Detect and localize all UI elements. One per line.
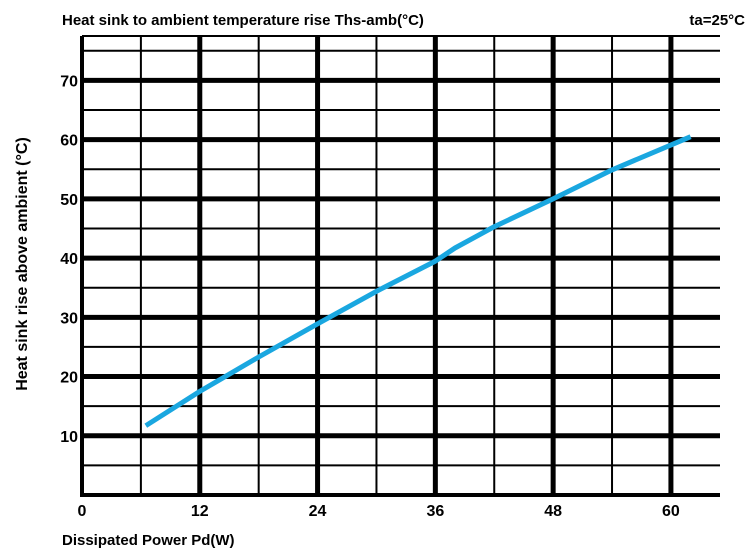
x-tick-label: 12 (191, 503, 209, 520)
plot-area: 10 20 30 40 50 60 70 0 12 24 36 48 60 (60, 35, 720, 520)
y-tick-label: 30 (60, 310, 78, 327)
x-tick-label: 24 (309, 503, 327, 520)
chart-title: Heat sink to ambient temperature rise Th… (62, 12, 424, 29)
y-tick-label: 70 (60, 73, 78, 90)
y-tick-label: 20 (60, 370, 78, 387)
x-axis-label: Dissipated Power Pd(W) (62, 532, 235, 549)
series-line (144, 134, 692, 428)
x-tick-label: 48 (544, 503, 562, 520)
y-tick-label: 50 (60, 192, 78, 209)
x-tick-label: 0 (78, 503, 87, 520)
x-tick-label: 60 (662, 503, 680, 520)
y-axis-label: Heat sink rise above ambient (°C) (14, 137, 31, 391)
y-tick-label: 40 (60, 251, 78, 268)
x-tick-label: 36 (426, 503, 444, 520)
y-tick-label: 60 (60, 133, 78, 150)
chart-annotation: ta=25°C (689, 12, 745, 29)
y-tick-label: 10 (60, 429, 78, 446)
